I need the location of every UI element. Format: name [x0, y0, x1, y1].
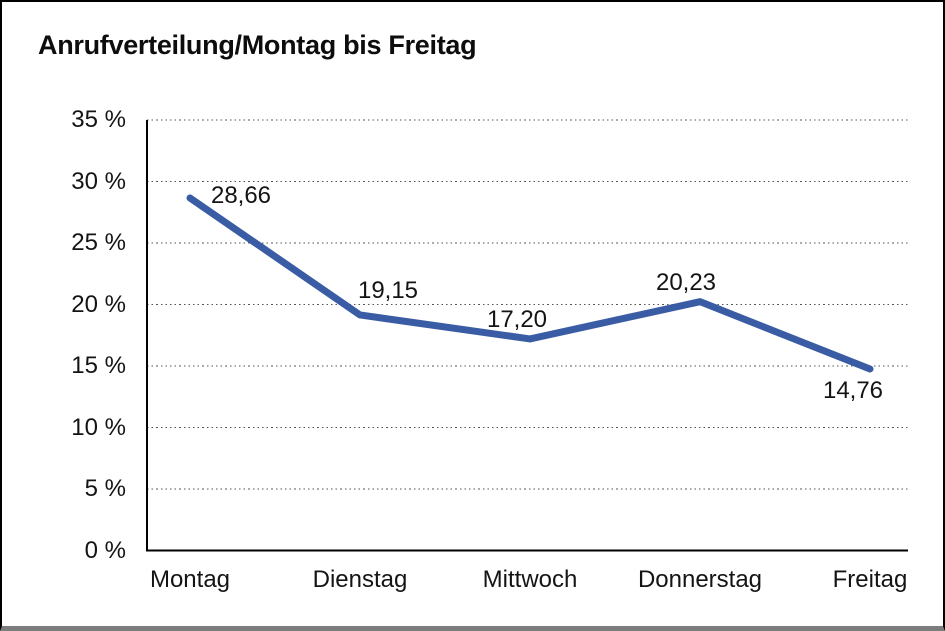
series-group	[186, 194, 874, 373]
y-tick-label: 5 %	[84, 475, 126, 502]
chart-title: Anrufverteilung/Montag bis Freitag	[38, 30, 477, 60]
y-tick-label: 25 %	[71, 229, 126, 256]
y-tick-label: 20 %	[71, 290, 126, 318]
y-tick-label: 15 %	[71, 352, 126, 379]
y-tick-label: 35 %	[71, 106, 126, 133]
data-point-label: 17,20	[486, 305, 548, 333]
axes-group	[145, 120, 908, 552]
y-tick-label: 0 %	[84, 536, 126, 564]
x-category-label: Montag	[149, 566, 231, 593]
data-point-label: 19,15	[357, 276, 419, 304]
data-point-label: 28,66	[210, 181, 272, 209]
gridlines-group	[147, 119, 908, 490]
data-point-label: 14,76	[822, 376, 884, 404]
data-point-label: 20,23	[655, 268, 717, 296]
x-category-label: Donnerstag	[637, 566, 763, 593]
x-category-label: Freitag	[832, 566, 908, 593]
y-tick-label: 10 %	[71, 413, 126, 441]
y-tick-label: 30 %	[71, 167, 126, 195]
data-line	[186, 194, 874, 373]
x-category-label: Dienstag	[312, 566, 408, 593]
x-category-label: Mittwoch	[482, 566, 578, 593]
